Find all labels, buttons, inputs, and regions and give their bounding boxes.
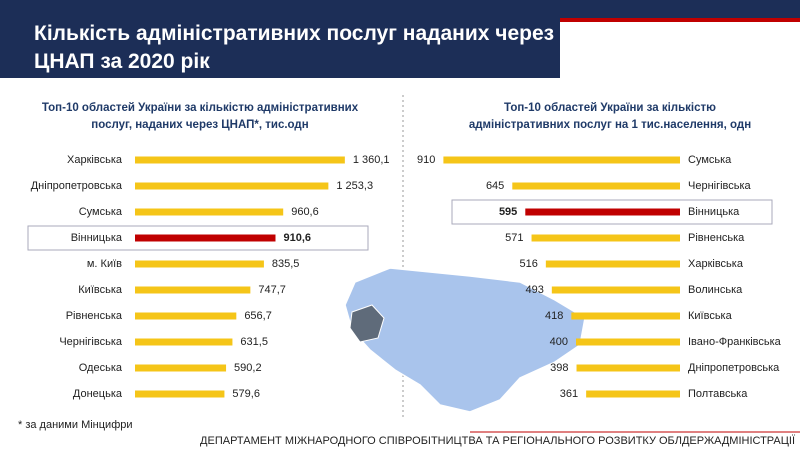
- bar: [586, 390, 680, 398]
- category-label: Чернігівська: [59, 336, 123, 348]
- highlight-box: [451, 199, 773, 225]
- bar: [135, 338, 233, 346]
- value-label: 579,6: [232, 388, 260, 400]
- value-label: 361: [560, 388, 578, 400]
- bar: [135, 156, 345, 164]
- chart-title: адміністративних послуг на 1 тис.населен…: [469, 119, 751, 131]
- value-label: 516: [519, 258, 537, 270]
- map-highlight: [349, 304, 385, 343]
- page-title: ЦНАП за 2020 рік: [34, 50, 210, 73]
- bar: [576, 338, 680, 346]
- value-label: 1 360,1: [353, 154, 390, 166]
- value-label: 398: [550, 362, 568, 374]
- value-label: 910: [417, 154, 435, 166]
- category-label: Дніпропетровська: [688, 362, 780, 374]
- page-title: Кількість адміністративних послуг надани…: [34, 22, 554, 45]
- value-label: 590,2: [234, 362, 262, 374]
- header-band: [0, 0, 560, 78]
- category-label: Полтавська: [688, 388, 748, 400]
- header-strip: [560, 0, 800, 18]
- category-label: Київська: [688, 310, 733, 322]
- category-label: Вінницька: [71, 232, 123, 244]
- value-label: 656,7: [244, 310, 272, 322]
- bar: [135, 364, 227, 372]
- category-label: Вінницька: [688, 206, 740, 218]
- chart-title: Топ-10 областей України за кількістю: [504, 102, 716, 114]
- value-label: 747,7: [258, 284, 286, 296]
- bar: [525, 208, 680, 216]
- category-label: Харківська: [67, 154, 123, 166]
- value-label: 645: [486, 180, 504, 192]
- category-label: Сумська: [688, 154, 732, 166]
- category-label: м. Київ: [87, 258, 122, 270]
- category-label: Сумська: [79, 206, 123, 218]
- value-label: 493: [525, 284, 543, 296]
- category-label: Волинська: [688, 284, 743, 296]
- bar: [135, 234, 276, 242]
- category-label: Івано-Франківська: [688, 336, 782, 348]
- value-label: 960,6: [291, 206, 319, 218]
- value-label: 418: [545, 310, 563, 322]
- bar: [135, 260, 264, 268]
- category-label: Дніпропетровська: [31, 180, 123, 192]
- bar: [135, 390, 225, 398]
- value-label: 910,6: [283, 232, 311, 244]
- bar: [531, 234, 680, 242]
- highlight-box: [27, 225, 369, 251]
- bar: [443, 156, 680, 164]
- bar: [135, 312, 237, 320]
- map: [344, 267, 586, 413]
- footnote: * за даними Мінцифри: [18, 419, 133, 431]
- category-label: Київська: [78, 284, 123, 296]
- category-label: Рівненська: [688, 232, 745, 244]
- category-label: Донецька: [73, 388, 123, 400]
- category-label: Харківська: [688, 258, 744, 270]
- header-accent: [560, 18, 800, 22]
- value-label: 400: [550, 336, 568, 348]
- chart-title: послуг, наданих через ЦНАП*, тис.одн: [91, 119, 308, 131]
- bar: [545, 260, 680, 268]
- bar: [512, 182, 680, 190]
- value-label: 571: [505, 232, 523, 244]
- bar: [551, 286, 680, 294]
- category-label: Чернігівська: [688, 180, 752, 192]
- bar: [135, 182, 329, 190]
- footer: ДЕПАРТАМЕНТ МІЖНАРОДНОГО СПІВРОБІТНИЦТВА…: [200, 435, 796, 447]
- value-label: 835,5: [272, 258, 300, 270]
- category-label: Рівненська: [66, 310, 123, 322]
- value-label: 1 253,3: [336, 180, 373, 192]
- bar: [576, 364, 680, 372]
- bar: [135, 208, 284, 216]
- value-label: 595: [499, 206, 517, 218]
- chart-title: Топ-10 областей України за кількістю адм…: [42, 102, 359, 114]
- value-label: 631,5: [240, 336, 268, 348]
- bar: [571, 312, 680, 320]
- bar: [135, 286, 251, 294]
- category-label: Одеська: [79, 362, 123, 374]
